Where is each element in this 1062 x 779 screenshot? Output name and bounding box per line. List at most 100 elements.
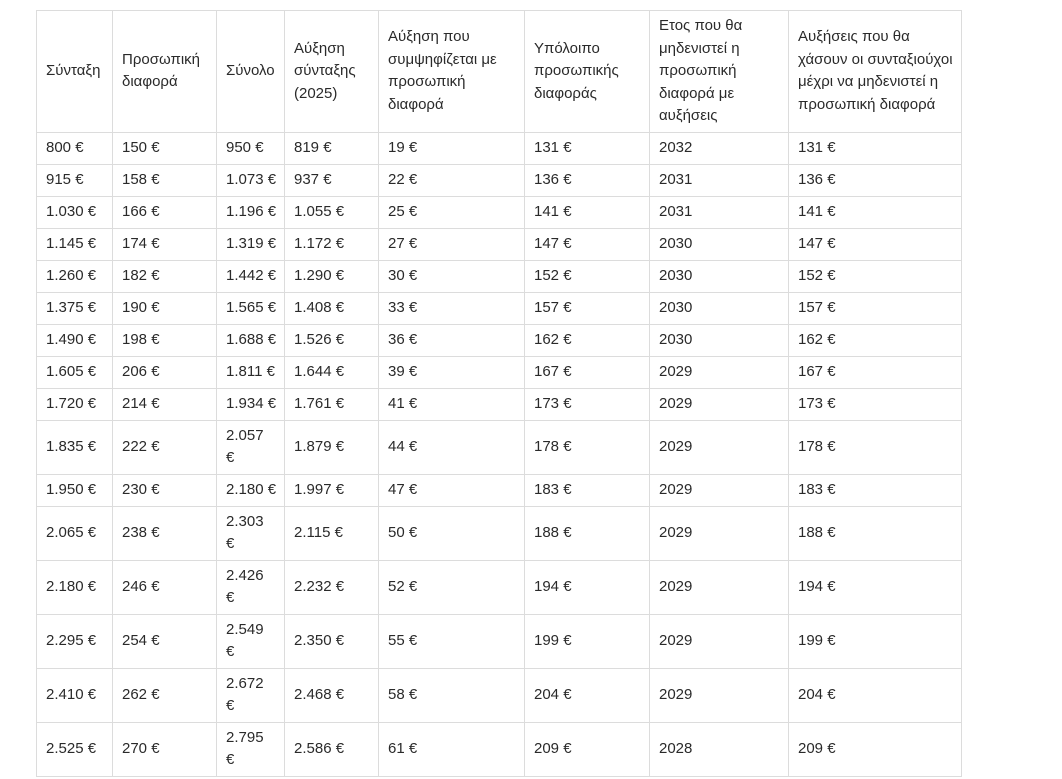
table-cell: 238 €: [112, 505, 217, 561]
table-cell: 1.879 €: [284, 419, 379, 475]
table-cell: 1.442 €: [216, 259, 285, 293]
table-cell: 167 €: [788, 355, 962, 389]
table-cell: 1.375 €: [36, 291, 113, 325]
table-cell: 2029: [649, 667, 789, 723]
table-cell: 152 €: [524, 259, 650, 293]
table-cell: 1.644 €: [284, 355, 379, 389]
table-cell: 41 €: [378, 387, 525, 421]
table-cell: 194 €: [524, 559, 650, 615]
column-header-8: Αυξήσεις που θα χάσουν οι συνταξιούχοι μ…: [788, 10, 962, 133]
table-cell: 2029: [649, 473, 789, 507]
table-cell: 206 €: [112, 355, 217, 389]
table-cell: 183 €: [788, 473, 962, 507]
table-cell: 178 €: [788, 419, 962, 475]
table-cell: 150 €: [112, 131, 217, 165]
table-cell: 819 €: [284, 131, 379, 165]
table-cell: 204 €: [524, 667, 650, 723]
table-cell: 2.586 €: [284, 721, 379, 777]
table-cell: 1.605 €: [36, 355, 113, 389]
table-cell: 136 €: [524, 163, 650, 197]
table-cell: 141 €: [788, 195, 962, 229]
table-cell: 39 €: [378, 355, 525, 389]
table-cell: 1.997 €: [284, 473, 379, 507]
table-cell: 1.835 €: [36, 419, 113, 475]
table-cell: 254 €: [112, 613, 217, 669]
table-cell: 2.232 €: [284, 559, 379, 615]
table-cell: 36 €: [378, 323, 525, 357]
table-cell: 2.549 €: [216, 613, 285, 669]
table-cell: 44 €: [378, 419, 525, 475]
pension-table: Σύνταξη Προσωπική διαφορά Σύνολο Αύξηση σύν…: [36, 10, 962, 777]
table-cell: 27 €: [378, 227, 525, 261]
table-cell: 1.761 €: [284, 387, 379, 421]
table-cell: 52 €: [378, 559, 525, 615]
table-cell: 199 €: [524, 613, 650, 669]
table-cell: 1.526 €: [284, 323, 379, 357]
table-cell: 47 €: [378, 473, 525, 507]
table-row: 2.065 €238 €2.303 €2.115 €50 €188 €2029 1…: [36, 505, 962, 561]
table-cell: 937 €: [284, 163, 379, 197]
table-cell: 1.720 €: [36, 387, 113, 421]
table-cell: 209 €: [788, 721, 962, 777]
table-row: 2.180 €246 €2.426 €2.232 €52 €194 €2029 1…: [36, 559, 962, 615]
column-header-3: Σύνολο: [216, 10, 285, 133]
table-cell: 30 €: [378, 259, 525, 293]
table-cell: 2031: [649, 195, 789, 229]
table-cell: 2031: [649, 163, 789, 197]
table-row: 1.605 €206 €1.811 €1.644 €39 €167 €2029 1…: [36, 355, 962, 389]
table-cell: 246 €: [112, 559, 217, 615]
table-row: 915 €158 €1.073 €937 €22 €136 €2031 136 €: [36, 163, 962, 197]
table-row: 2.410 €262 €2.672 €2.468 €58 €204 €2029 2…: [36, 667, 962, 723]
table-cell: 2.303 €: [216, 505, 285, 561]
table-cell: 152 €: [788, 259, 962, 293]
table-cell: 2030: [649, 259, 789, 293]
table-row: 2.525 €270 €2.795 €2.586 €61 €209 €2028 2…: [36, 721, 962, 777]
table-cell: 147 €: [788, 227, 962, 261]
table-cell: 162 €: [788, 323, 962, 357]
table-cell: 55 €: [378, 613, 525, 669]
table-cell: 183 €: [524, 473, 650, 507]
table-cell: 1.055 €: [284, 195, 379, 229]
table-cell: 131 €: [524, 131, 650, 165]
table-cell: 2.525 €: [36, 721, 113, 777]
table-cell: 58 €: [378, 667, 525, 723]
table-cell: 190 €: [112, 291, 217, 325]
table-cell: 182 €: [112, 259, 217, 293]
table-row: 1.375 €190 €1.565 €1.408 €33 €157 €2030 1…: [36, 291, 962, 325]
column-header-2: Προσωπική διαφορά: [112, 10, 217, 133]
table-cell: 2029: [649, 419, 789, 475]
table-cell: 915 €: [36, 163, 113, 197]
table-cell: 166 €: [112, 195, 217, 229]
table-cell: 2029: [649, 559, 789, 615]
table-cell: 1.319 €: [216, 227, 285, 261]
table-cell: 157 €: [524, 291, 650, 325]
table-cell: 2.295 €: [36, 613, 113, 669]
table-cell: 270 €: [112, 721, 217, 777]
table-cell: 2.672 €: [216, 667, 285, 723]
table-cell: 61 €: [378, 721, 525, 777]
table-cell: 1.565 €: [216, 291, 285, 325]
table-cell: 2032: [649, 131, 789, 165]
table-row: 2.295 €254 €2.549 €2.350 €55 €199 €2029 1…: [36, 613, 962, 669]
table-cell: 2.057 €: [216, 419, 285, 475]
table-cell: 136 €: [788, 163, 962, 197]
table-cell: 174 €: [112, 227, 217, 261]
column-header-1: Σύνταξη: [36, 10, 113, 133]
table-row: 1.490 €198 €1.688 €1.526 €36 €162 €2030 1…: [36, 323, 962, 357]
table-cell: 2029: [649, 355, 789, 389]
table-cell: 2.350 €: [284, 613, 379, 669]
table-cell: 22 €: [378, 163, 525, 197]
table-cell: 1.934 €: [216, 387, 285, 421]
table-cell: 2.410 €: [36, 667, 113, 723]
table-cell: 2.115 €: [284, 505, 379, 561]
table-cell: 1.688 €: [216, 323, 285, 357]
table-cell: 1.290 €: [284, 259, 379, 293]
table-cell: 194 €: [788, 559, 962, 615]
table-body: 800 €150 €950 €819 €19 €131 €2032 131 €91…: [36, 131, 962, 777]
table-row: 1.030 €166 €1.196 €1.055 €25 €141 €2031 1…: [36, 195, 962, 229]
table-row: 1.720 €214 €1.934 €1.761 €41 €173 €2029 1…: [36, 387, 962, 421]
table-cell: 50 €: [378, 505, 525, 561]
table-row: 1.145 €174 €1.319 €1.172 €27 €147 €2030 1…: [36, 227, 962, 261]
table-cell: 2030: [649, 291, 789, 325]
table-cell: 173 €: [524, 387, 650, 421]
